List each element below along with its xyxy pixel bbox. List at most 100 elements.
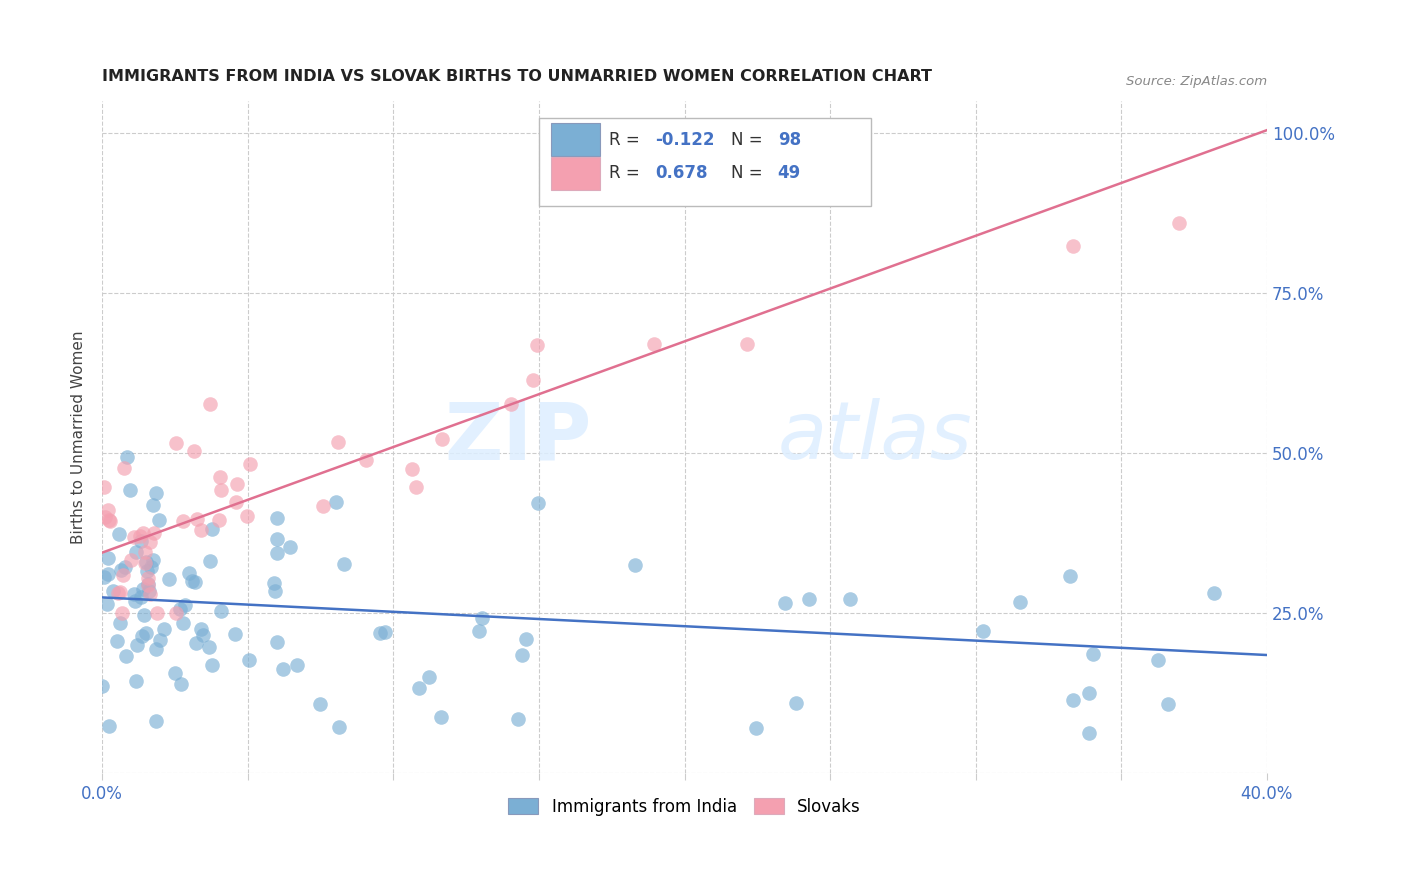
Point	[134, 608, 156, 623]
Point	[374, 624, 396, 639]
Point	[165, 436, 187, 450]
FancyBboxPatch shape	[551, 157, 599, 190]
Point	[510, 648, 533, 662]
Point	[1059, 569, 1081, 583]
Point	[208, 513, 231, 527]
Text: -0.122: -0.122	[655, 130, 714, 149]
Point	[183, 444, 205, 458]
Point	[172, 615, 194, 630]
Point	[1062, 692, 1084, 706]
Point	[263, 575, 285, 590]
Point	[193, 628, 215, 642]
Point	[198, 397, 221, 411]
Point	[139, 587, 162, 601]
Point	[142, 498, 165, 512]
Point	[1202, 586, 1225, 600]
Point	[172, 515, 194, 529]
Point	[737, 337, 759, 351]
Point	[148, 513, 170, 527]
Point	[201, 522, 224, 536]
Point	[94, 510, 117, 524]
Point	[153, 622, 176, 636]
Point	[97, 502, 120, 516]
Point	[183, 574, 205, 589]
Point	[136, 578, 159, 592]
Point	[1008, 595, 1031, 609]
Point	[135, 626, 157, 640]
Point	[136, 576, 159, 591]
Point	[325, 495, 347, 509]
Point	[124, 530, 146, 544]
Point	[108, 526, 131, 541]
Point	[165, 607, 187, 621]
Point	[624, 558, 647, 572]
Point	[1062, 238, 1084, 252]
Point	[522, 373, 544, 387]
Point	[111, 607, 134, 621]
Point	[97, 567, 120, 582]
Point	[115, 450, 138, 465]
Point	[471, 611, 494, 625]
Point	[131, 582, 153, 596]
Point	[169, 677, 191, 691]
Point	[515, 632, 537, 646]
Point	[785, 696, 807, 710]
Point	[236, 509, 259, 524]
Point	[430, 709, 453, 723]
FancyBboxPatch shape	[551, 123, 599, 156]
Text: N =: N =	[731, 164, 768, 182]
Point	[174, 599, 197, 613]
Point	[328, 720, 350, 734]
Point	[1078, 726, 1101, 740]
Point	[129, 590, 152, 604]
Point	[97, 513, 120, 527]
Point	[271, 662, 294, 676]
Point	[1081, 648, 1104, 662]
Point	[430, 432, 453, 446]
Point	[143, 525, 166, 540]
Point	[197, 640, 219, 655]
Point	[136, 571, 159, 585]
Text: R =: R =	[609, 130, 645, 149]
Point	[149, 632, 172, 647]
Point	[129, 533, 152, 548]
Point	[127, 639, 149, 653]
Point	[208, 470, 231, 484]
Point	[138, 584, 160, 599]
Point	[266, 510, 288, 524]
Point	[972, 624, 994, 638]
Point	[643, 337, 665, 351]
Point	[326, 435, 349, 450]
Point	[96, 598, 118, 612]
Point	[1078, 686, 1101, 700]
Point	[312, 500, 335, 514]
Point	[181, 574, 204, 588]
Point	[93, 480, 115, 494]
FancyBboxPatch shape	[538, 118, 870, 205]
Point	[527, 495, 550, 509]
Point	[401, 462, 423, 476]
Point	[114, 648, 136, 663]
Point	[118, 483, 141, 497]
Point	[125, 674, 148, 689]
Point	[165, 666, 187, 681]
Point	[266, 532, 288, 546]
Point	[105, 633, 128, 648]
Point	[141, 559, 163, 574]
Point	[125, 545, 148, 559]
Point	[1168, 216, 1191, 230]
Point	[201, 658, 224, 673]
Point	[209, 604, 232, 618]
Text: 49: 49	[778, 164, 801, 182]
Point	[225, 476, 247, 491]
Point	[93, 570, 115, 584]
Point	[354, 453, 377, 467]
Text: atlas: atlas	[778, 399, 973, 476]
Point	[198, 554, 221, 568]
Point	[773, 596, 796, 610]
Point	[190, 622, 212, 636]
Point	[224, 627, 246, 641]
Point	[797, 591, 820, 606]
Point	[184, 636, 207, 650]
Point	[108, 585, 131, 599]
